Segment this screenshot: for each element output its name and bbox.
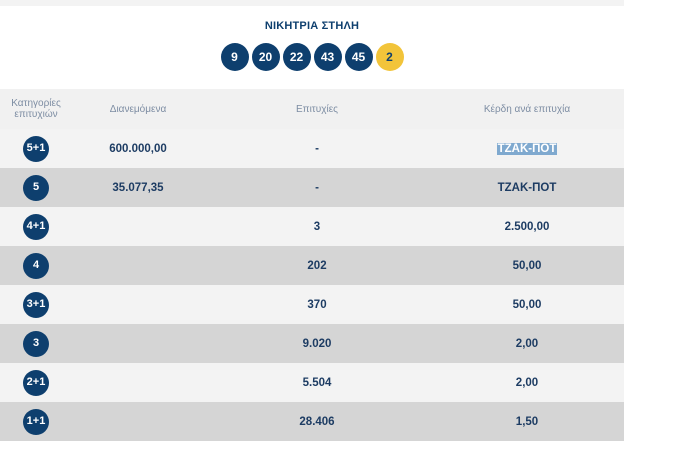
winners-cell: -: [315, 181, 319, 194]
category-badge: 1+1: [23, 408, 49, 435]
category-badge: 2+1: [23, 369, 49, 396]
prize-cell: 2,00: [515, 376, 539, 389]
table-row: 4+1 3 2.500,00: [0, 207, 624, 246]
distributed-cell: 35.077,35: [112, 181, 164, 194]
category-badge: 4: [23, 252, 49, 279]
prize-cell: 2.500,00: [504, 220, 550, 233]
winning-number-ball: 20: [251, 43, 280, 71]
winning-line-title: ΝΙΚΗΤΡΙΑ ΣΤΗΛΗ: [264, 20, 360, 32]
prize-cell: 2,00: [515, 337, 539, 350]
winning-number-ball: 43: [313, 43, 342, 71]
prize-cell: ΤΖΑΚ-ΠΟΤ: [497, 181, 557, 194]
table-row: 3+1 370 50,00: [0, 285, 624, 324]
category-badge: 5: [23, 174, 49, 201]
category-badge: 4+1: [23, 213, 49, 240]
results-panel: ΝΙΚΗΤΡΙΑ ΣΤΗΛΗ 9 20 22 43 45 2 Κατηγορίε…: [0, 20, 624, 441]
selected-prize-text: ΤΖΑΚ-ΠΟΤ: [496, 142, 558, 155]
winners-cell: -: [315, 142, 319, 155]
prize-cell: 1,50: [515, 415, 539, 428]
joker-number-ball: 2: [375, 43, 404, 71]
category-badge: 3+1: [23, 291, 49, 318]
header-distributed: Διανεμόμενα: [109, 103, 167, 115]
prize-cell: ΤΖΑΚ-ΠΟΤ: [430, 142, 624, 155]
category-badge: 5+1: [23, 135, 49, 162]
header-category: Κατηγορίες επιτυχιών: [11, 98, 61, 120]
winning-numbers: 9 20 22 43 45 2: [0, 43, 624, 71]
table-header: Κατηγορίες επιτυχιών Διανεμόμενα Επιτυχί…: [0, 89, 624, 129]
winning-number-ball: 9: [220, 43, 249, 71]
winners-cell: 5.504: [302, 376, 332, 389]
winning-number-ball: 22: [282, 43, 311, 71]
winners-cell: 28.406: [299, 415, 335, 428]
table-row: 3 9.020 2,00: [0, 324, 624, 363]
table-row: 4 202 50,00: [0, 246, 624, 285]
winners-cell: 370: [307, 298, 327, 311]
header-winners: Επιτυχίες: [296, 103, 338, 115]
winners-cell: 202: [307, 259, 327, 272]
winners-cell: 9.020: [302, 337, 332, 350]
table-row: 2+1 5.504 2,00: [0, 363, 624, 402]
prize-cell: 50,00: [512, 259, 542, 272]
top-strip: [0, 0, 624, 6]
table-row: 1+1 28.406 1,50: [0, 402, 624, 441]
distributed-cell: 600.000,00: [109, 142, 167, 155]
prize-cell: 50,00: [512, 298, 542, 311]
winning-number-ball: 45: [344, 43, 373, 71]
header-prize-per-winner: Κέρδη ανά επιτυχία: [483, 103, 571, 115]
prize-table: Κατηγορίες επιτυχιών Διανεμόμενα Επιτυχί…: [0, 89, 624, 441]
table-row: 5+1 600.000,00 - ΤΖΑΚ-ΠΟΤ: [0, 129, 624, 168]
category-badge: 3: [23, 330, 49, 357]
winners-cell: 3: [313, 220, 321, 233]
table-row: 5 35.077,35 - ΤΖΑΚ-ΠΟΤ: [0, 168, 624, 207]
